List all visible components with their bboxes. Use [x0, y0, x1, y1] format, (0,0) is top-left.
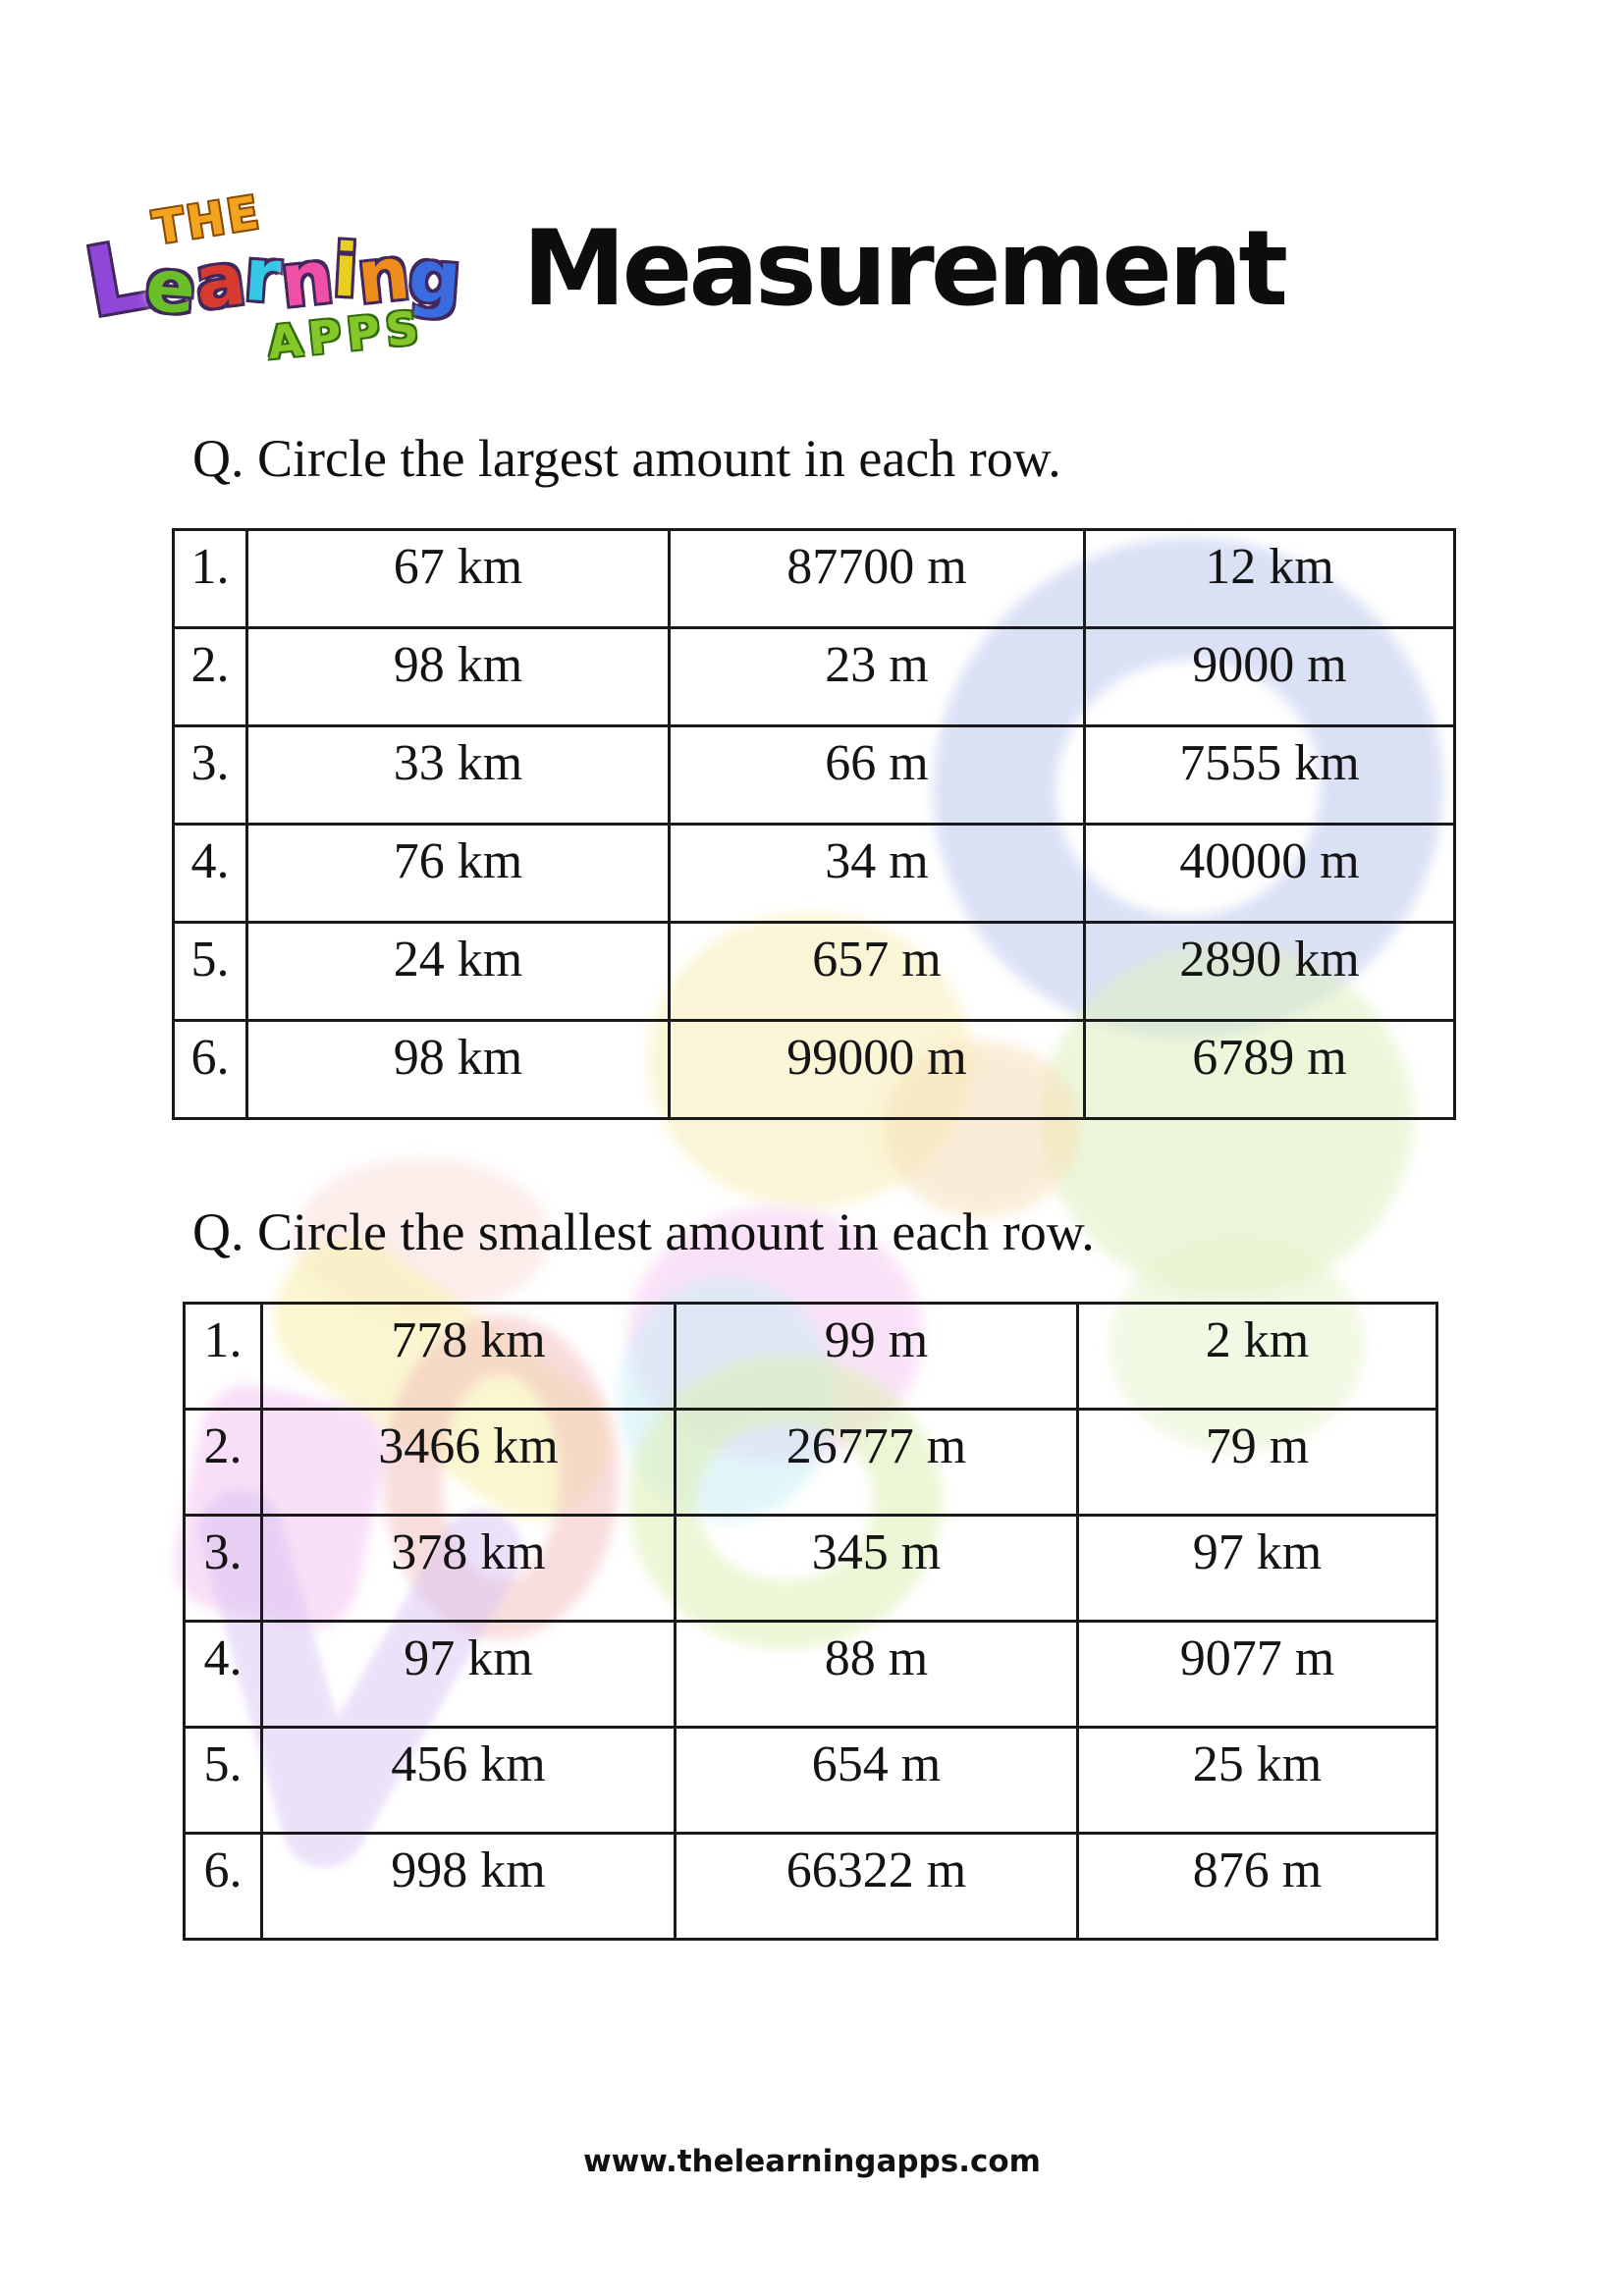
table-row: 4. 97 km 88 m 9077 m [183, 1620, 1438, 1729]
measurement-cell: 98 km [245, 626, 671, 727]
measurement-cell: 12 km [1083, 528, 1456, 629]
measurement-cell: 98 km [245, 1019, 671, 1120]
footer-url: www.thelearningapps.com [583, 2144, 1041, 2179]
row-number-cell: 6. [172, 1019, 248, 1120]
measurement-cell: 778 km [260, 1302, 677, 1411]
measurement-cell: 99000 m [668, 1019, 1086, 1120]
table-row: 5. 24 km 657 m 2890 km [172, 921, 1456, 1022]
table-row: 3. 33 km 66 m 7555 km [172, 724, 1456, 826]
q1-prompt: Q. Circle the largest amount in each row… [192, 429, 1061, 488]
measurement-cell: 66 m [668, 724, 1086, 826]
page-title: Measurement [522, 208, 1288, 329]
row-number-cell: 2. [183, 1408, 263, 1517]
row-number-cell: 5. [172, 921, 248, 1022]
measurement-cell: 9077 m [1076, 1620, 1438, 1729]
table-row: 3. 378 km 345 m 97 km [183, 1514, 1438, 1623]
table-row: 2. 3466 km 26777 m 79 m [183, 1408, 1438, 1517]
table-row: 6. 998 km 66322 m 876 m [183, 1832, 1438, 1941]
measurement-cell: 345 m [674, 1514, 1079, 1623]
measurement-cell: 9000 m [1083, 626, 1456, 727]
measurement-cell: 26777 m [674, 1408, 1079, 1517]
measurement-cell: 2 km [1076, 1302, 1438, 1411]
measurement-cell: 2890 km [1083, 921, 1456, 1022]
measurement-cell: 456 km [260, 1726, 677, 1835]
measurement-cell: 654 m [674, 1726, 1079, 1835]
logo-letter: e [142, 242, 198, 331]
measurement-cell: 76 km [245, 823, 671, 924]
row-number-cell: 3. [172, 724, 248, 826]
row-number-cell: 2. [172, 626, 248, 727]
measurement-cell: 99 m [674, 1302, 1079, 1411]
row-number-cell: 5. [183, 1726, 263, 1835]
measurement-cell: 25 km [1076, 1726, 1438, 1835]
row-number-cell: 4. [172, 823, 248, 924]
row-number-cell: 1. [172, 528, 248, 629]
row-number-cell: 1. [183, 1302, 263, 1411]
measurement-cell: 6789 m [1083, 1019, 1456, 1120]
q2-prompt: Q. Circle the smallest amount in each ro… [192, 1202, 1095, 1261]
measurement-cell: 876 m [1076, 1832, 1438, 1941]
row-number-cell: 6. [183, 1832, 263, 1941]
measurement-cell: 998 km [260, 1832, 677, 1941]
measurement-cell: 66322 m [674, 1832, 1079, 1941]
measurement-cell: 33 km [245, 724, 671, 826]
row-number-cell: 3. [183, 1514, 263, 1623]
table-row: 2. 98 km 23 m 9000 m [172, 626, 1456, 727]
table-row: 1. 67 km 87700 m 12 km [172, 528, 1456, 629]
measurement-cell: 7555 km [1083, 724, 1456, 826]
measurement-cell: 97 km [260, 1620, 677, 1729]
learning-apps-logo: THE Learning APPS [78, 180, 502, 376]
measurement-cell: 88 m [674, 1620, 1079, 1729]
table-row: 4. 76 km 34 m 40000 m [172, 823, 1456, 924]
measurement-cell: 87700 m [668, 528, 1086, 629]
measurement-cell: 40000 m [1083, 823, 1456, 924]
measurement-cell: 3466 km [260, 1408, 677, 1517]
largest-amount-table: 1. 67 km 87700 m 12 km 2. 98 km 23 m 9000 m 3. 33… [172, 528, 1456, 1120]
measurement-cell: 23 m [668, 626, 1086, 727]
measurement-cell: 24 km [245, 921, 671, 1022]
measurement-cell: 34 m [668, 823, 1086, 924]
measurement-cell: 378 km [260, 1514, 677, 1623]
table-row: 6. 98 km 99000 m 6789 m [172, 1019, 1456, 1120]
table-row: 5. 456 km 654 m 25 km [183, 1726, 1438, 1835]
measurement-cell: 67 km [245, 528, 671, 629]
measurement-cell: 97 km [1076, 1514, 1438, 1623]
row-number-cell: 4. [183, 1620, 263, 1729]
measurement-cell: 79 m [1076, 1408, 1438, 1517]
measurement-cell: 657 m [668, 921, 1086, 1022]
